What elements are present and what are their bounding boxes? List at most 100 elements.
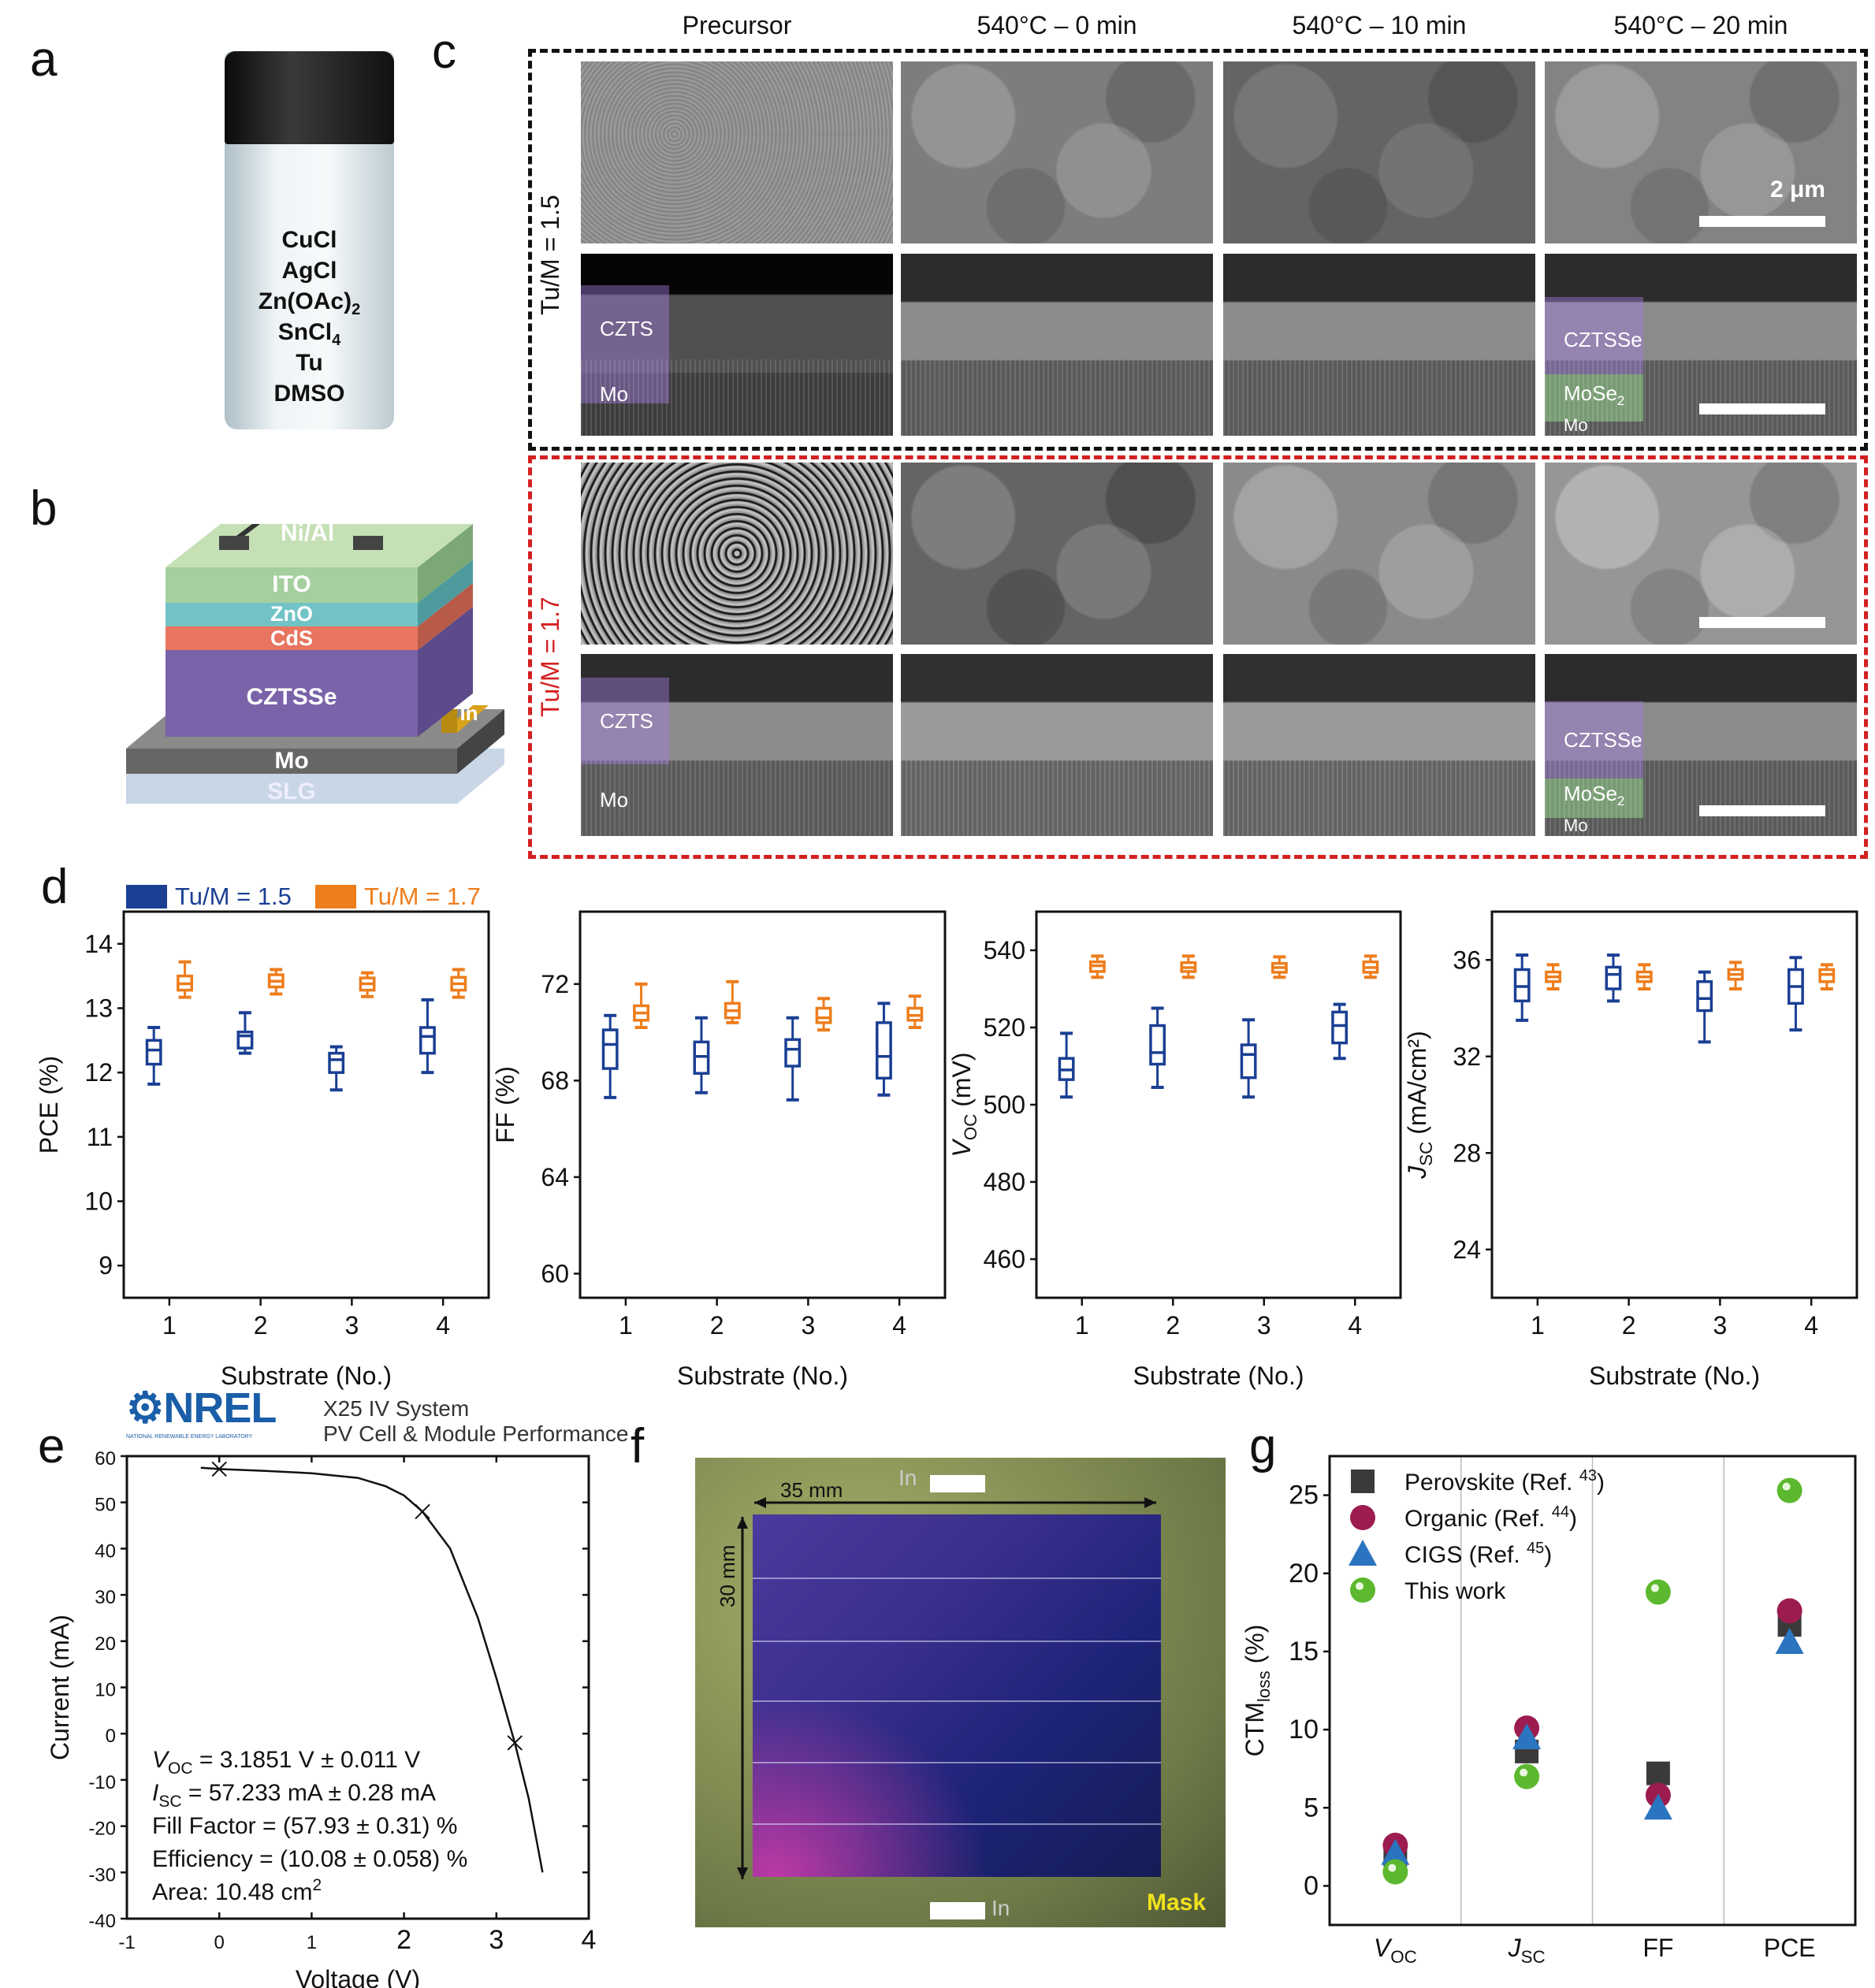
legend-marker [1350, 1505, 1375, 1530]
box-plot-tu17 [177, 960, 193, 999]
x-tick-label-main: FF [1642, 1934, 1673, 1962]
zno-side [418, 559, 473, 626]
legend-paren: ) [1569, 1506, 1577, 1532]
chart-pce [117, 942, 467, 1306]
y-tick-label: 500 [984, 1091, 1025, 1119]
y-axis-label-sub: loss [1254, 1670, 1274, 1702]
iv-annotation: Area: 10.48 cm2 [152, 1876, 322, 1905]
y-tick-label: 60 [95, 1448, 116, 1470]
box [1605, 965, 1622, 990]
legend-item-tu17: Tu/M = 1.7 [315, 883, 481, 911]
legend-swatch [315, 885, 356, 909]
device-stack-diagram [126, 524, 504, 804]
y-tick-label: 9 [99, 1251, 113, 1280]
legend-swatch [126, 885, 167, 909]
interconnect-line [753, 1823, 1161, 1825]
box-plot-tu15 [693, 1016, 710, 1094]
y-tick-label: 460 [984, 1245, 1025, 1273]
box-plot-tu17 [359, 971, 376, 998]
annotation-main: Area: 10.48 cm [152, 1879, 312, 1905]
vial-cap [225, 51, 394, 144]
y-axis-label-main: PCE (%) [35, 1056, 63, 1154]
chart-voc [1030, 949, 1379, 1306]
data-point [1776, 1598, 1802, 1624]
legend-text: Tu/M = 1.5 [175, 883, 292, 910]
sem-top-0min-17 [901, 463, 1213, 645]
box-plot-tu17 [1270, 955, 1288, 979]
box [815, 1006, 832, 1024]
y-tick-label: 30 [95, 1587, 116, 1608]
data-point [1643, 1793, 1672, 1820]
sem-cross-precursor-15: CZTS Mo [581, 254, 893, 436]
box-plot-tu15 [601, 1013, 619, 1099]
box [876, 1021, 892, 1080]
data-point [1775, 1628, 1804, 1655]
x-tick-label: 2 [396, 1925, 411, 1955]
box-plot-tu15 [145, 1026, 162, 1086]
box-plot-tu17 [1545, 963, 1561, 990]
annotation-sup: 2 [312, 1876, 322, 1894]
y-axis-label: Current (mA) [46, 1615, 74, 1760]
nrel-system-title: X25 IV System PV Cell & Module Performan… [323, 1396, 629, 1447]
y-tick-label: 480 [984, 1168, 1025, 1196]
y-tick-label: 14 [84, 930, 113, 958]
box [1331, 1010, 1349, 1045]
column-header-20min: 540°C – 20 min [1613, 11, 1788, 39]
plot-frame [122, 910, 490, 1299]
x-tick-label-main: PCE [1764, 1934, 1816, 1962]
annotation-main: V [152, 1747, 170, 1773]
sem-cross-10min-15 [1223, 254, 1535, 436]
vial-contents: CuCl AgCl Zn(OAc)2 SnCl4 Tu DMSO [225, 225, 394, 409]
data-point [1645, 1579, 1671, 1605]
scalebar [1699, 216, 1825, 227]
y-tick-label: 11 [87, 1123, 113, 1151]
box-plot-tu17 [1635, 963, 1653, 990]
sem-top-precursor-17 [581, 463, 893, 645]
y-tick-label: 36 [1453, 946, 1481, 974]
legend-ref: 44 [1552, 1503, 1569, 1521]
system-name: X25 IV System [323, 1396, 470, 1421]
x-tick-label: VOC [1374, 1934, 1417, 1967]
x-tick-label: 1 [1531, 1311, 1545, 1340]
y-axis-label-rest: (mV) [947, 1052, 976, 1113]
box [784, 1038, 802, 1068]
x-tick-label: 0 [214, 1932, 225, 1953]
column-header-0min: 540°C – 0 min [977, 11, 1137, 39]
box-plot-tu17 [1818, 963, 1836, 990]
x-axis-label: Voltage (V) [296, 1965, 420, 1988]
series-sphere [1382, 1477, 1802, 1885]
box [1240, 1043, 1257, 1079]
data-point-highlight [1388, 1864, 1397, 1872]
x-tick-label: 2 [710, 1311, 724, 1340]
mose2-text: MoSe [1564, 381, 1617, 405]
nrel-logo: ⚙NREL [126, 1387, 277, 1429]
y-tick-label: 32 [1453, 1042, 1481, 1071]
sem-top-0min-15 [901, 61, 1213, 243]
sem-top-10min-15 [1223, 61, 1535, 243]
x-tick-label-sub: SC [1521, 1947, 1546, 1967]
y-axis-label: JSC (mA/cm²) [1403, 1031, 1436, 1180]
chart-jsc [1486, 953, 1836, 1306]
x-tick-label: 4 [582, 1925, 597, 1955]
box [328, 1051, 345, 1074]
x-tick-label: 2 [1622, 1311, 1636, 1340]
plot-frame [1035, 910, 1402, 1299]
x-tick-label: 1 [307, 1932, 317, 1953]
dimension-arrows [737, 1497, 1156, 1879]
layer-label-in: In [459, 701, 478, 725]
box-plot-tu17 [1362, 954, 1379, 979]
grid-finger-front [353, 536, 383, 550]
plot-frame [578, 910, 947, 1299]
y-tick-label: 64 [541, 1163, 569, 1191]
interconnect-line [753, 1700, 1161, 1702]
y-tick-label: -30 [88, 1864, 116, 1886]
data-point-highlight [1782, 1482, 1791, 1491]
x-axis-label: Substrate (No.) [677, 1362, 848, 1390]
x-tick-label: PCE [1764, 1934, 1816, 1962]
legend-paren: ) [1544, 1542, 1552, 1568]
data-point [1776, 1477, 1802, 1503]
x-tick-label: 3 [801, 1311, 815, 1340]
vial-line-text: Zn(OAc) [258, 288, 352, 314]
y-tick-label: 13 [84, 994, 113, 1023]
y-tick-label: 20 [1289, 1559, 1319, 1589]
